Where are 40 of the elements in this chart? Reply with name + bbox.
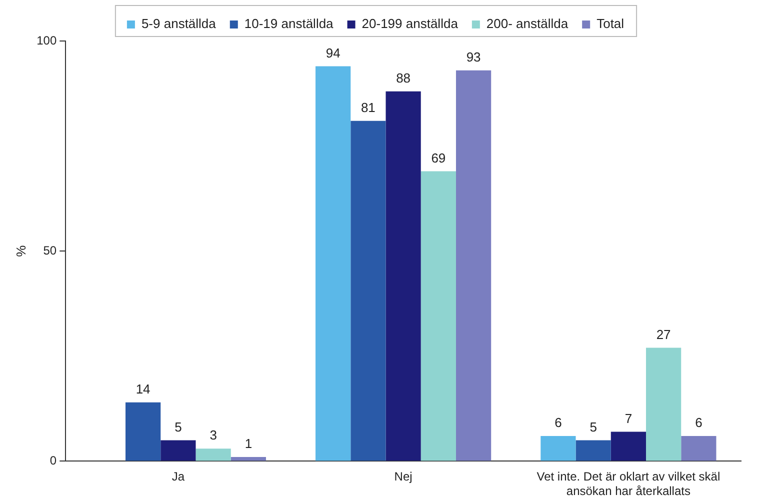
bar [540,436,576,461]
data-label: 69 [431,150,446,166]
bar [196,448,231,461]
x-tick-label: Ja [172,470,185,484]
y-tick-label: 0 [50,454,57,468]
x-tick-label: Nej [394,470,412,484]
data-label: 3 [210,428,217,443]
bar [126,402,161,461]
data-label: 27 [656,326,671,342]
legend-label: 20-199 anställda [362,16,459,32]
bar [160,440,196,461]
y-tick-label: 50 [43,243,57,258]
bar [610,432,646,461]
y-axis-title: % [13,244,28,257]
data-label: 14 [136,381,150,396]
data-label: 6 [554,415,562,430]
data-label: 7 [624,410,632,426]
x-tick-label: Vet inte. Det är oklart av vilket skäl ansökan har återkallats [536,470,720,498]
data-label: 81 [360,100,376,115]
bar [230,457,266,461]
data-label: 93 [466,49,481,64]
data-label: 1 [244,436,252,452]
bar [456,70,492,461]
data-label: 94 [326,45,340,60]
data-label: 88 [396,70,411,86]
bar [646,348,682,461]
legend-label: 200- anställda [486,16,569,32]
data-label: 5 [174,419,182,434]
bar [386,91,421,461]
data-label: 6 [695,415,702,430]
data-label: 5 [590,419,597,434]
y-tick-label: 100 [36,33,57,48]
bar [316,66,351,461]
bar [350,120,386,461]
bar [420,171,456,461]
legend-label: 10-19 anställda [244,16,334,32]
legend-label: 5-9 anställda [141,16,217,32]
bar [576,440,611,461]
bar [681,436,716,461]
legend-label: Total [596,16,624,32]
